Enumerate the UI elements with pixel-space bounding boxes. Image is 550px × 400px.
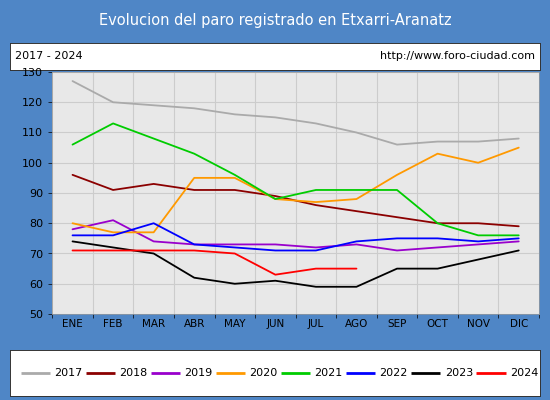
Text: 2017: 2017 [54, 368, 82, 378]
Text: 2022: 2022 [379, 368, 408, 378]
Text: 2017 - 2024: 2017 - 2024 [15, 51, 83, 61]
Text: 2024: 2024 [510, 368, 538, 378]
Text: 2018: 2018 [119, 368, 147, 378]
Text: http://www.foro-ciudad.com: http://www.foro-ciudad.com [380, 51, 535, 61]
Text: 2023: 2023 [445, 368, 473, 378]
Text: Evolucion del paro registrado en Etxarri-Aranatz: Evolucion del paro registrado en Etxarri… [98, 14, 452, 28]
Text: 2021: 2021 [315, 368, 343, 378]
Text: 2019: 2019 [184, 368, 212, 378]
Text: 2020: 2020 [249, 368, 278, 378]
